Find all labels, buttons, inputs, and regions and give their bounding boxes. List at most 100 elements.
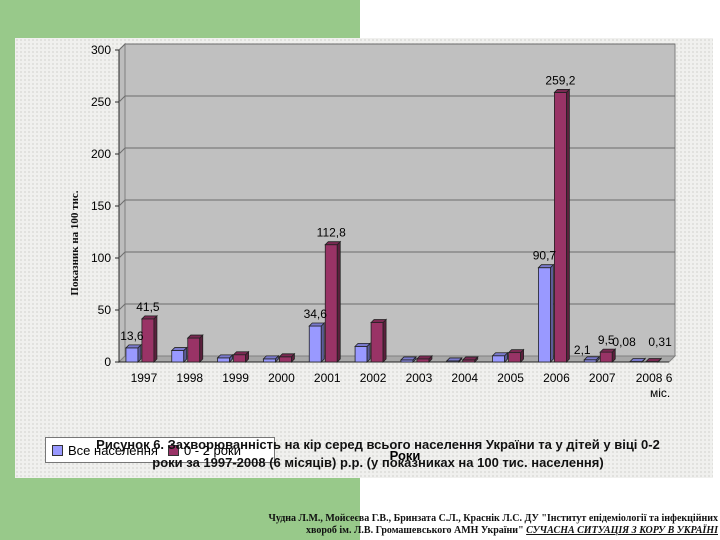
bar-all-1997 — [124, 343, 142, 363]
bar-side — [336, 240, 341, 363]
bar-all-1999 — [216, 353, 234, 363]
bar-0-2-1997 — [140, 314, 158, 363]
bar-0-2-1998 — [186, 334, 204, 363]
source-line-2-main: хвороб ім. Л.В. Громашевського АМН Украї… — [305, 525, 524, 536]
bar-0-2-2007 — [599, 348, 617, 363]
source-line-2: хвороб ім. Л.В. Громашевського АМН Украї… — [258, 525, 718, 537]
legend-swatch-0-2 — [167, 444, 179, 456]
bar-front — [263, 358, 276, 363]
bar-front — [599, 351, 613, 363]
bar-chart: 0 50 100 150 200 250 300 13,6 41,5 34,6 112,8 90,7… — [91, 42, 677, 400]
y-tick-label: 250 — [91, 95, 111, 109]
bar-0-2-2003 — [415, 354, 433, 363]
data-label: 0,31 — [648, 335, 672, 349]
bar-top — [461, 356, 479, 361]
x-axis-title: Роки — [389, 448, 421, 463]
data-label: 259,2 — [545, 73, 575, 87]
bar-front — [370, 322, 384, 363]
bar-top — [324, 241, 342, 246]
grid-line-diag — [118, 303, 126, 311]
bar-front — [538, 267, 551, 363]
x-tick-label: 1998 — [176, 371, 203, 385]
bar-top — [308, 322, 326, 327]
bar-front — [324, 244, 338, 363]
grid-line-diag — [118, 199, 126, 207]
bar-top — [262, 355, 280, 360]
bar-top — [124, 344, 142, 349]
x-tick-label: 2007 — [589, 371, 616, 385]
grid-line-diag — [118, 43, 126, 51]
bar-front — [354, 345, 368, 363]
legend-label-all: Все населення — [68, 442, 158, 458]
bar-front — [508, 352, 521, 363]
caption-line-1: Рисунок 6. Захворюванність на кір серед … — [96, 437, 660, 452]
y-tick-label: 0 — [104, 355, 111, 369]
bar-top — [629, 358, 647, 362]
bar-front — [279, 356, 292, 363]
data-label: 34,6 — [304, 307, 328, 321]
bar-0-2-2004 — [461, 355, 479, 363]
grid-line-diag — [118, 147, 126, 155]
y-tick-label: 150 — [91, 199, 111, 213]
bar-top — [645, 358, 663, 362]
legend-label-0-2: 0 - 2 роки — [183, 442, 241, 458]
bar-front — [492, 355, 505, 363]
y-axis-title: Показник на 100 тис. — [69, 190, 81, 296]
y-tick-label: 50 — [98, 303, 112, 317]
bar-top — [583, 356, 601, 361]
bar-all-1998 — [170, 346, 188, 363]
bar-top — [354, 342, 372, 347]
x-tick-label: 1999 — [222, 371, 249, 385]
grid-line-diag — [118, 95, 126, 103]
bar-front — [171, 350, 185, 363]
bar-side — [199, 334, 204, 363]
bar-top — [278, 353, 296, 358]
legend-item-0-2: 0 - 2 роки — [167, 442, 241, 458]
bar-0-2-2005 — [507, 348, 525, 363]
bar-top — [216, 354, 234, 359]
data-label: 112,8 — [317, 226, 346, 240]
bar-all-2004 — [445, 356, 463, 363]
bar-side — [153, 314, 158, 363]
bar-top — [491, 352, 509, 357]
bar-all-2001 — [308, 322, 326, 363]
bar-side — [320, 322, 325, 363]
bar-front — [187, 337, 201, 363]
bar-top — [415, 355, 433, 360]
x-tick-label: 1997 — [131, 371, 158, 385]
y-tick-label: 200 — [91, 147, 111, 161]
bar-top — [370, 319, 388, 323]
data-label: 0,08 — [612, 335, 636, 349]
bar-0-2-2008 — [645, 357, 663, 363]
bar-side — [550, 263, 554, 363]
bar-top — [170, 347, 188, 351]
bar-0-2-2002 — [370, 318, 388, 363]
bar-all-2005 — [491, 351, 509, 363]
data-label: 2,1 — [574, 343, 591, 357]
x-tick-label: 2002 — [360, 371, 387, 385]
bar-front — [416, 358, 430, 363]
x-tick-label: 2004 — [451, 371, 478, 385]
bar-front — [141, 318, 155, 363]
bar-all-2008 — [629, 357, 647, 363]
caption-line-2: роки за 1997-2008 (6 місяців) р.р. (у по… — [152, 455, 604, 470]
y-tick-label: 300 — [91, 43, 111, 57]
figure-caption: Рисунок 6. Захворюванність на кір серед … — [88, 436, 668, 472]
bar-side — [566, 88, 570, 363]
bar-front — [125, 347, 139, 363]
bar-0-2-2006 — [553, 88, 571, 363]
bar-all-2000 — [262, 354, 280, 363]
bar-all-2006 — [537, 263, 555, 363]
bar-top — [599, 348, 617, 353]
bar-front — [233, 354, 246, 363]
chart-card: 0 50 100 150 200 250 300 13,6 41,5 34,6 112,8 90,7… — [15, 38, 713, 478]
data-label: 90,7 — [533, 249, 557, 263]
bar-top — [507, 349, 525, 354]
x-tick-label: 2000 — [268, 371, 295, 385]
x-tick-label: 2008 6 міс. — [636, 371, 673, 400]
bar-0-2-2001 — [324, 240, 342, 363]
bar-all-2002 — [354, 342, 372, 363]
x-tick-label: 2003 — [406, 371, 433, 385]
grid-line-diag — [118, 251, 126, 259]
bar-top — [537, 264, 555, 269]
